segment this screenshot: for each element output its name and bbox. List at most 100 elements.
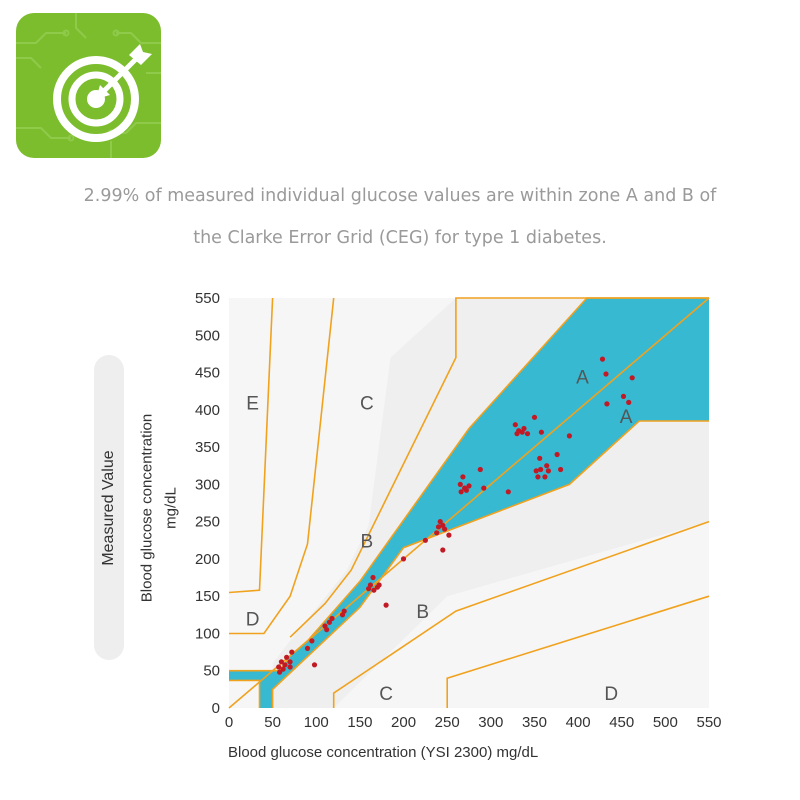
- data-point: [481, 485, 487, 491]
- data-point: [558, 466, 564, 473]
- y-tick-label: 550: [195, 290, 220, 307]
- x-tick-label: 250: [435, 714, 460, 731]
- zone-boundary-line: [332, 520, 710, 708]
- data-point: [521, 425, 527, 432]
- side-label-panel: [94, 355, 124, 660]
- zone-boundary-line: [229, 297, 335, 635]
- data-point: [304, 645, 311, 652]
- y-tick-label: 0: [212, 700, 220, 717]
- data-point: [466, 483, 472, 489]
- data-point: [367, 582, 373, 588]
- zone-boundary-line: [229, 679, 261, 708]
- x-tick-label: 350: [522, 714, 547, 731]
- zone-boundary-line: [228, 297, 274, 594]
- data-point: [531, 414, 538, 420]
- zone-label-e: E: [246, 393, 259, 414]
- data-point: [383, 602, 389, 608]
- x-tick-label: 150: [347, 714, 372, 731]
- data-point: [276, 664, 282, 670]
- x-tick-label: 550: [696, 714, 721, 731]
- x-tick-label: 300: [478, 714, 503, 731]
- x-tick-label: 0: [225, 714, 233, 731]
- zone-boundary-line: [446, 595, 710, 708]
- data-point: [458, 489, 464, 495]
- data-point: [512, 422, 518, 428]
- data-point: [329, 615, 335, 622]
- data-point: [422, 537, 428, 543]
- x-tick-label: 200: [391, 714, 416, 731]
- data-point: [538, 429, 545, 435]
- data-point: [446, 532, 452, 538]
- data-point: [311, 662, 318, 668]
- y-tick-label: 450: [195, 365, 220, 382]
- data-point: [620, 393, 627, 399]
- data-point: [442, 526, 448, 532]
- data-point: [544, 463, 550, 469]
- app-icon: [16, 13, 161, 158]
- data-point: [324, 627, 330, 633]
- y-tick-label: 100: [195, 625, 220, 642]
- data-point: [457, 481, 463, 487]
- caption-line-2: the Clarke Error Grid (CEG) for type 1 d…: [193, 228, 607, 248]
- data-point: [376, 582, 382, 588]
- x-tick-label: 400: [566, 714, 591, 731]
- data-point: [566, 433, 573, 439]
- data-point: [604, 401, 610, 407]
- zone-boundary-line: [289, 297, 709, 638]
- data-point: [278, 659, 284, 665]
- caption-line-1: 2.99% of measured individual glucose val…: [83, 186, 717, 206]
- data-point: [538, 466, 544, 473]
- data-point: [629, 375, 635, 381]
- y-tick-label: 300: [195, 476, 220, 493]
- data-point: [603, 371, 609, 377]
- data-point: [545, 468, 552, 474]
- data-point: [437, 519, 443, 525]
- data-point: [326, 619, 332, 625]
- y-tick-label: 150: [195, 588, 220, 605]
- x-tick-label: 100: [304, 714, 329, 731]
- data-point: [284, 654, 290, 660]
- data-point: [277, 669, 283, 675]
- zone-label-c: C: [379, 684, 393, 705]
- x-tick-label: 450: [609, 714, 634, 731]
- data-point: [289, 649, 295, 655]
- data-point: [537, 455, 543, 461]
- y-tick-label: 200: [195, 551, 220, 568]
- x-axis-label: Blood glucose concentration (YSI 2300) m…: [228, 744, 539, 761]
- data-point: [440, 547, 446, 553]
- zone-boundary-line: [271, 420, 709, 708]
- data-point: [505, 489, 511, 495]
- zone-label-a: A: [620, 407, 633, 428]
- data-point: [599, 356, 606, 362]
- data-point: [280, 666, 286, 672]
- data-point: [287, 664, 293, 670]
- y-tick-label: 50: [203, 663, 220, 680]
- y-tick-label: 400: [195, 402, 220, 419]
- y-tick-label: 350: [195, 439, 220, 456]
- data-point: [535, 474, 541, 480]
- zone-label-b: B: [416, 602, 429, 623]
- data-point: [434, 530, 440, 536]
- zone-label-c: C: [360, 393, 374, 414]
- data-point: [370, 574, 376, 581]
- data-point: [524, 431, 531, 437]
- y-tick-label: 500: [195, 327, 220, 344]
- data-point: [287, 659, 293, 665]
- data-point: [400, 556, 407, 562]
- x-tick-label: 500: [653, 714, 678, 731]
- data-point: [626, 399, 632, 405]
- zone-label-d: D: [604, 684, 618, 705]
- data-point: [282, 662, 288, 668]
- data-point: [533, 468, 539, 474]
- zone-label-d: D: [246, 610, 260, 631]
- data-point: [463, 487, 469, 493]
- data-point: [371, 587, 377, 593]
- data-point: [554, 451, 560, 458]
- data-point: [309, 638, 315, 644]
- y-tick-label: 250: [195, 514, 220, 531]
- zone-label-a: A: [576, 367, 589, 388]
- data-point: [542, 474, 548, 480]
- target-arrow-icon: [16, 13, 161, 158]
- data-point: [341, 608, 347, 614]
